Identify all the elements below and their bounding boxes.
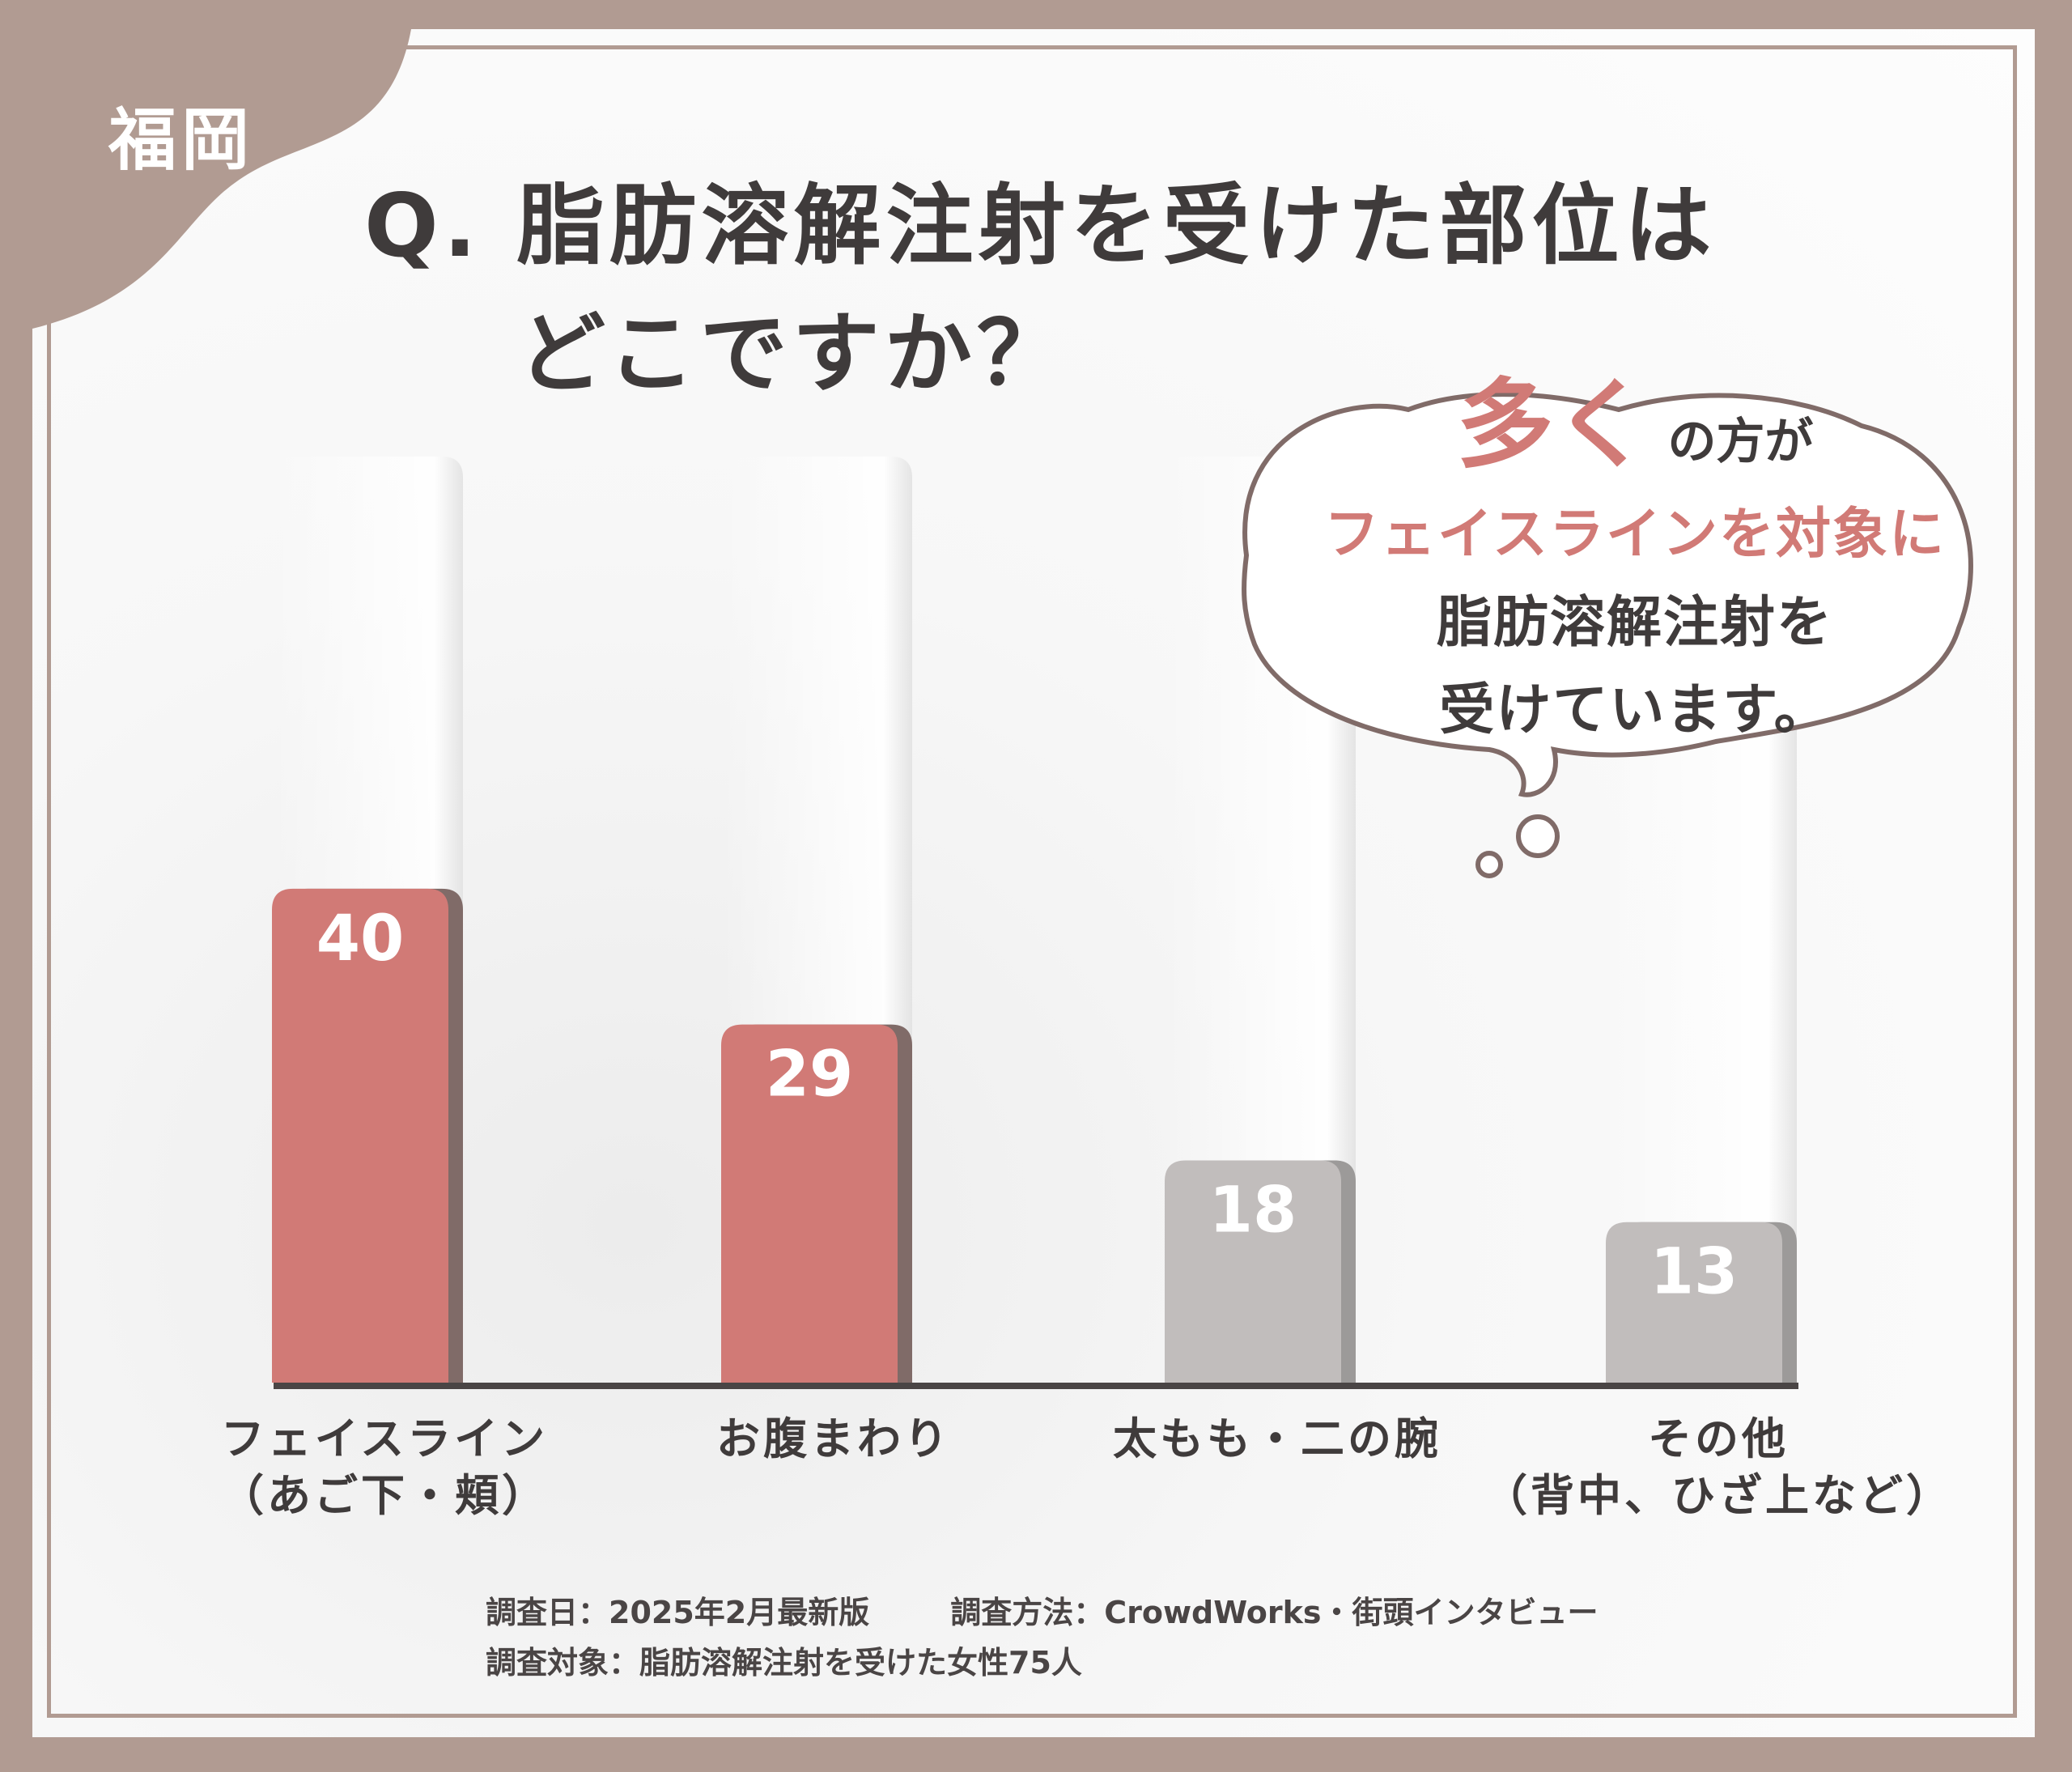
bubble-line-1-rest: の方が — [1667, 414, 1814, 470]
category-label: 太もも・二の腕 — [1113, 1413, 1441, 1464]
bubble-line-3: 脂肪溶解注射を — [1436, 591, 1833, 655]
bubble-text: 多く の方が フェイスラインを対象に 脂肪溶解注射を 受けています。 — [1271, 377, 1999, 754]
region-label: 福岡 — [108, 100, 255, 180]
infographic-card: 福岡 Q. 脂肪溶解注射を受けた部位は どこですか？ 40 29 18 13 フェイス… — [32, 29, 2035, 1737]
bubble-line-1: 多く の方が — [1271, 377, 1999, 491]
data-label: 13 — [1650, 1236, 1739, 1309]
bar-chart: 40 29 18 13 フェイスライン （あご下・頬） お腹まわり 太もも・二の腕 その他 （背… — [220, 392, 1973, 1521]
title-line-2: どこですか？ — [518, 304, 1069, 405]
data-label: 29 — [766, 1039, 854, 1111]
survey-date: 調査日：2025年2月最新版 — [486, 1595, 870, 1630]
category-label: フェイスライン — [221, 1413, 548, 1464]
corner-decoration — [32, 29, 411, 329]
category-label: お腹まわり — [716, 1413, 951, 1464]
bubble-line-4: 受けています。 — [1439, 678, 1831, 742]
category-label: その他 — [1648, 1413, 1789, 1464]
bubble-line-2: フェイスラインを対象に — [1324, 503, 1946, 567]
survey-method: 調査方法：CrowdWorks・街頭インタビュー — [950, 1595, 1599, 1630]
survey-footnote: 調査日：2025年2月最新版 調査方法：CrowdWorks・街頭インタビュー 調… — [486, 1587, 1599, 1688]
chart-title: Q. 脂肪溶解注射を受けた部位は どこですか？ — [364, 163, 1716, 419]
bar — [1165, 1160, 1341, 1383]
category-label: （背中、ひざ上など） — [1484, 1470, 1953, 1521]
category-label: （あご下・頬） — [220, 1470, 549, 1521]
bar — [721, 1024, 898, 1383]
title-line-1: Q. 脂肪溶解注射を受けた部位は — [364, 176, 1717, 277]
footnote-line-1: 調査日：2025年2月最新版 調査方法：CrowdWorks・街頭インタビュー — [486, 1587, 1599, 1638]
bubble-emphasis: 多く — [1456, 369, 1651, 482]
data-label: 40 — [316, 903, 405, 975]
survey-target: 調査対象：脂肪溶解注射を受けた女性75人 — [486, 1645, 1082, 1681]
speech-bubble — [1242, 392, 1973, 878]
inner-frame — [47, 45, 2017, 1718]
bar — [272, 888, 448, 1383]
bar — [1606, 1222, 1782, 1383]
data-label: 18 — [1209, 1174, 1297, 1247]
